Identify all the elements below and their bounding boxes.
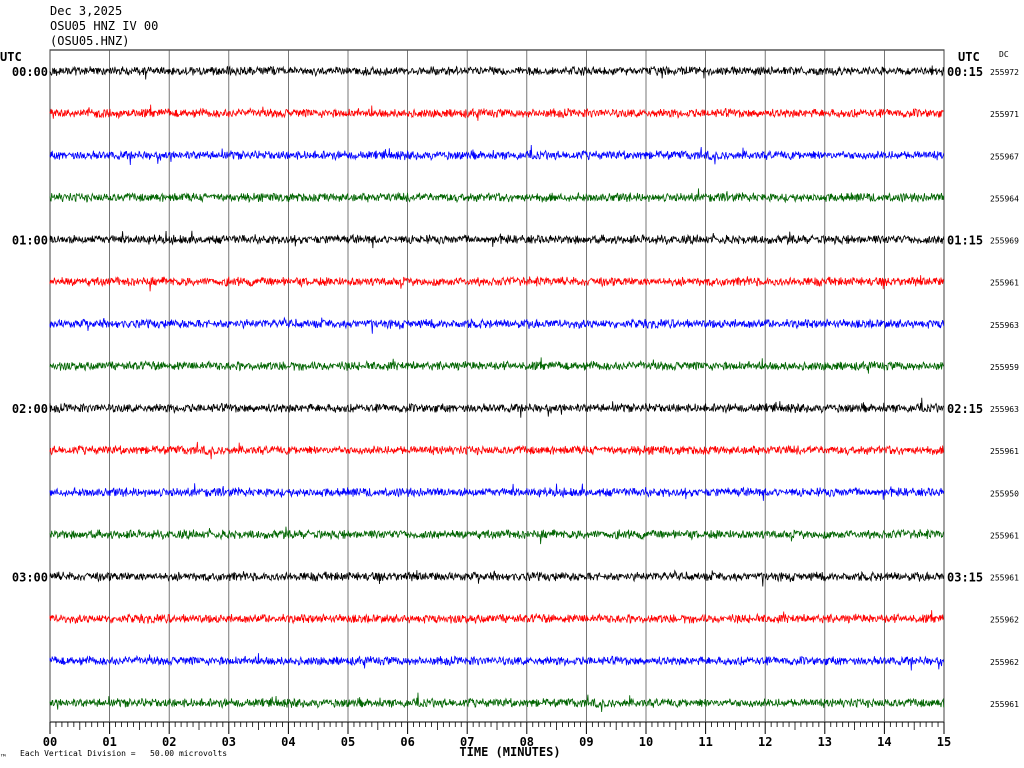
dc-value-label: 255964	[990, 194, 1019, 203]
traces	[49, 65, 945, 713]
minute-grid	[49, 49, 945, 734]
x-tick-label: 08	[520, 735, 534, 749]
x-tick-label: 10	[639, 735, 653, 749]
trace-line	[49, 104, 944, 121]
x-tick-label: 00	[43, 735, 57, 749]
x-tick-label: 05	[341, 735, 355, 749]
trace-line	[49, 483, 945, 501]
dc-value-label: 255963	[990, 321, 1019, 330]
dc-value-label: 255962	[990, 616, 1019, 625]
trace-line	[49, 144, 945, 166]
right-axis-title: UTC	[958, 50, 980, 64]
left-time-label: 02:00	[12, 402, 48, 416]
dc-value-label: 255961	[990, 279, 1019, 288]
x-tick-label: 03	[222, 735, 236, 749]
dc-value-label: 255969	[990, 237, 1019, 246]
dc-axis-title: DC	[999, 50, 1009, 59]
trace-line	[49, 441, 945, 460]
channel-label: (OSU05.HNZ)	[50, 34, 130, 48]
dc-value-label: 255959	[990, 363, 1019, 372]
dc-value-label: 255961	[990, 531, 1019, 540]
trace-line	[49, 610, 945, 625]
x-tick-label: 13	[818, 735, 832, 749]
trace-line	[49, 526, 945, 545]
right-time-label: 03:15	[947, 571, 983, 585]
trace-line	[49, 397, 944, 418]
trace-line	[49, 653, 945, 671]
right-time-label: 00:15	[947, 65, 983, 79]
left-axis-title: UTC	[0, 50, 22, 64]
x-axis-title: TIME (MINUTES)	[459, 745, 560, 759]
x-tick-label: 06	[400, 735, 414, 749]
x-tick-label: 15	[937, 735, 951, 749]
trace-line	[49, 569, 945, 587]
trace-line	[49, 188, 945, 204]
right-time-label: 01:15	[947, 234, 983, 248]
dc-value-label: 255967	[990, 152, 1019, 161]
dc-value-label: 255963	[990, 405, 1019, 414]
left-time-label: 01:00	[12, 234, 48, 248]
trace-line	[49, 692, 945, 713]
scale-note: Each Vertical Division = 50.00 microvolt…	[20, 749, 227, 758]
left-time-label: 03:00	[12, 571, 48, 585]
x-tick-label: 02	[162, 735, 176, 749]
station-label: OSU05 HNZ IV 00	[50, 19, 159, 33]
x-tick-label: 12	[758, 735, 772, 749]
dc-value-label: 255961	[990, 574, 1019, 583]
trace-line	[49, 316, 945, 334]
dc-value-label: 255950	[990, 489, 1019, 498]
dc-value-label: 255961	[990, 447, 1019, 456]
x-tick-label: 14	[877, 735, 891, 749]
trace-line	[49, 275, 945, 292]
trace-line	[49, 357, 944, 374]
date-label: Dec 3,2025	[50, 4, 123, 18]
dc-value-label: 255961	[990, 700, 1019, 709]
right-time-label: 02:15	[947, 402, 983, 416]
x-tick-label: 04	[281, 735, 295, 749]
dc-value-label: 255972	[990, 68, 1019, 77]
x-tick-label: 07	[460, 735, 474, 749]
footer-mark: ™	[0, 753, 6, 762]
trace-line	[49, 230, 945, 249]
labels: UTC UTC DC TIME (MINUTES) ™ Each Vertica…	[0, 50, 1019, 762]
x-tick-label: 11	[698, 735, 712, 749]
dc-value-label: 255971	[990, 110, 1019, 119]
left-time-label: 00:00	[12, 65, 48, 79]
dc-value-label: 255962	[990, 658, 1019, 667]
trace-line	[49, 65, 945, 80]
x-tick-label: 01	[102, 735, 116, 749]
x-tick-label: 09	[579, 735, 593, 749]
